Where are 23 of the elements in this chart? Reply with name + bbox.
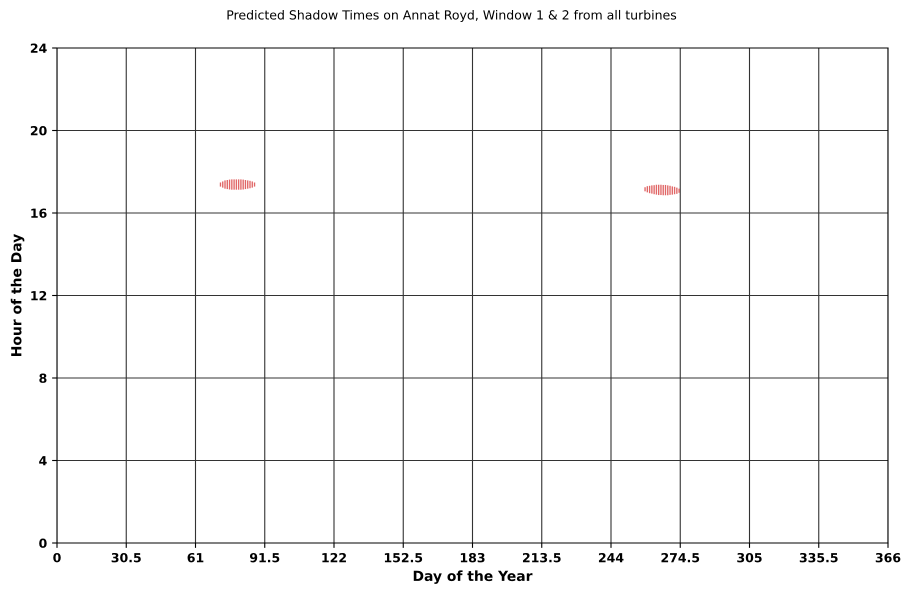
x-tick-label: 91.5 <box>250 552 280 562</box>
x-axis-title: Day of the Year <box>414 570 532 584</box>
x-tick-label: 244 <box>598 552 624 562</box>
x-tick-label: 152.5 <box>384 552 422 562</box>
x-tick-label: 30.5 <box>112 552 141 562</box>
y-tick-label: 24 <box>30 43 47 53</box>
y-tick-label: 8 <box>39 373 46 383</box>
y-tick-label: 4 <box>39 456 47 466</box>
x-tick-label: 61 <box>188 552 204 562</box>
y-axis-title: Hour of the Day <box>10 234 24 356</box>
x-tick-label: 183 <box>460 552 485 562</box>
y-tick-label: 16 <box>31 208 47 218</box>
y-tick-label: 12 <box>31 290 46 300</box>
x-tick-label: 366 <box>876 552 900 562</box>
chart-title: Predicted Shadow Times on Annat Royd, Window 1 & 2 from all turbines <box>227 10 676 22</box>
y-tick-label: 20 <box>30 126 47 136</box>
x-tick-label: 213.5 <box>522 552 561 562</box>
x-tick-label: 0 <box>53 552 61 562</box>
y-tick-label: 0 <box>39 538 47 548</box>
x-tick-label: 335.5 <box>800 552 838 562</box>
x-tick-label: 122 <box>322 552 346 562</box>
x-tick-label: 305 <box>737 552 762 562</box>
x-tick-label: 274.5 <box>661 552 700 562</box>
